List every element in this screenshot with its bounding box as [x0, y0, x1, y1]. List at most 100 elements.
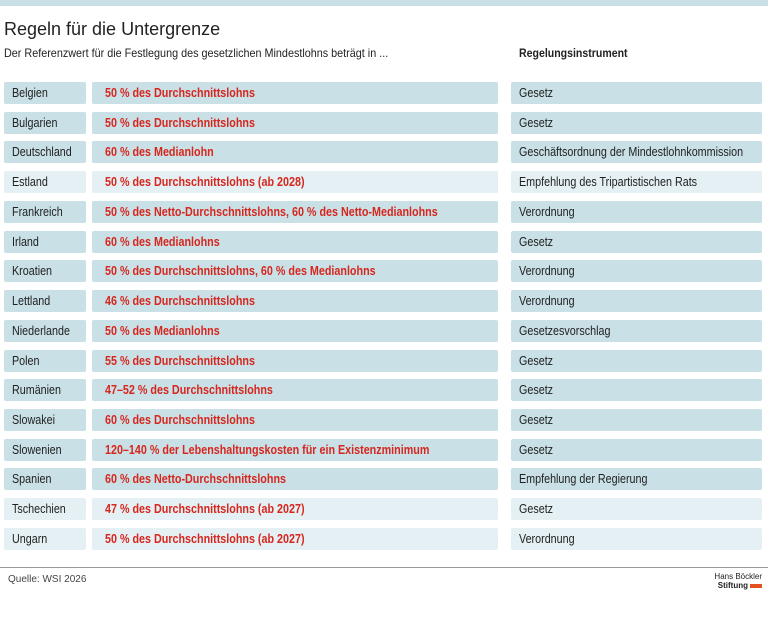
instrument-cell: Verordnung: [511, 290, 762, 313]
reference-cell-text: 60 % des Medianlohns: [105, 234, 220, 249]
reference-cell: 47–52 % des Durchschnittslohns: [92, 379, 498, 402]
reference-cell-text: 60 % des Netto-Durchschnittslohns: [105, 472, 286, 487]
reference-cell: 47 % des Durchschnittslohns (ab 2027): [92, 498, 498, 521]
instrument-cell: Gesetz: [511, 379, 762, 402]
reference-cell: 60 % des Medianlohn: [92, 141, 498, 164]
instrument-cell: Gesetz: [511, 409, 762, 432]
reference-cell-text: 46 % des Durchschnittslohns: [105, 294, 255, 309]
country-cell: Rumänien: [4, 379, 86, 402]
instrument-cell-text: Gesetz: [519, 502, 554, 517]
reference-cell: 50 % des Netto-Durchschnittslohns, 60 % …: [92, 200, 498, 223]
instrument-cell-text: Geschäftsordnung der Mindestlohnkommissi…: [519, 145, 744, 160]
country-cell: Slowakei: [4, 409, 86, 432]
country-cell-text: Bulgarien: [12, 115, 58, 130]
logo-bar: [750, 583, 762, 588]
instrument-cell-text: Verordnung: [519, 294, 575, 309]
instrument-cell-text: Gesetz: [519, 442, 554, 457]
country-cell-text: Belgien: [12, 86, 48, 100]
country-cell: Belgien: [4, 82, 86, 104]
reference-cell-text: 60 % des Medianlohn: [105, 145, 214, 160]
instrument-cell-text: Gesetzesvorschlag: [519, 323, 611, 338]
instrument-cell-text: Gesetz: [519, 353, 554, 368]
country-cell: Ungarn: [4, 527, 86, 550]
country-cell: Kroatien: [4, 260, 86, 283]
instrument-cell-text: Empfehlung des Tripartistischen Rats: [519, 175, 698, 190]
country-cell-text: Rumänien: [12, 383, 62, 398]
country-cell: Slowenien: [4, 438, 86, 461]
reference-cell: 60 % des Durchschnittslohns: [92, 409, 498, 432]
country-cell: Polen: [4, 349, 86, 372]
reference-cell: 50 % des Durchschnittslohns, 60 % des Me…: [92, 260, 498, 283]
country-cell: Spanien: [4, 468, 86, 491]
country-cell-text: Slowenien: [12, 442, 62, 457]
reference-cell: 50 % des Durchschnittslohns (ab 2028): [92, 171, 498, 194]
reference-cell: 50 % des Durchschnittslohns: [92, 82, 498, 104]
instrument-cell: Gesetz: [511, 230, 762, 253]
reference-cell: 50 % des Durchschnittslohns (ab 2027): [92, 527, 498, 550]
country-cell-text: Niederlande: [12, 323, 70, 338]
instrument-cell-text: Verordnung: [519, 204, 575, 219]
instrument-cell-text: Verordnung: [519, 264, 575, 279]
instrument-cell: Gesetz: [511, 438, 762, 461]
reference-cell-text: 50 % des Netto-Durchschnittslohns, 60 % …: [105, 204, 438, 219]
instrument-cell: Gesetzesvorschlag: [511, 319, 762, 342]
country-cell: Niederlande: [4, 319, 86, 342]
logo-line1: Hans Böckler: [714, 572, 762, 581]
reference-cell-text: 50 % des Medianlohns: [105, 323, 220, 338]
instrument-cell: Gesetz: [511, 498, 762, 521]
subtitle: Der Referenzwert für die Festlegung des …: [4, 46, 389, 60]
country-cell: Lettland: [4, 290, 86, 313]
country-cell-text: Kroatien: [12, 264, 53, 279]
instrument-cell-text: Gesetz: [519, 115, 554, 130]
reference-cell: 120–140 % der Lebenshaltungskosten für e…: [92, 438, 498, 461]
instrument-cell: Gesetz: [511, 349, 762, 372]
reference-cell-text: 50 % des Durchschnittslohns: [105, 86, 255, 100]
reference-cell: 50 % des Medianlohns: [92, 319, 498, 342]
reference-cell-text: 50 % des Durchschnittslohns: [105, 115, 255, 130]
instrument-cell: Gesetz: [511, 82, 762, 104]
reference-cell-text: 55 % des Durchschnittslohns: [105, 353, 255, 368]
instrument-cell-text: Gesetz: [519, 383, 554, 398]
column-header: Regelungsinstrument: [519, 46, 628, 60]
reference-cell-text: 50 % des Durchschnittslohns (ab 2028): [105, 175, 305, 190]
reference-cell: 60 % des Medianlohns: [92, 230, 498, 253]
country-cell-text: Frankreich: [12, 204, 63, 219]
instrument-cell: Verordnung: [511, 260, 762, 283]
source: Quelle: WSI 2026: [8, 574, 87, 585]
reference-cell-text: 50 % des Durchschnittslohns, 60 % des Me…: [105, 264, 376, 279]
instrument-cell: Empfehlung des Tripartistischen Rats: [511, 171, 762, 194]
logo-line2: Stiftung: [714, 581, 762, 590]
country-cell: Irland: [4, 230, 86, 253]
instrument-cell-text: Verordnung: [519, 531, 575, 546]
instrument-cell: Geschäftsordnung der Mindestlohnkommissi…: [511, 141, 762, 164]
reference-cell: 50 % des Durchschnittslohns: [92, 111, 498, 134]
top-bar: [0, 0, 768, 6]
reference-cell: 55 % des Durchschnittslohns: [92, 349, 498, 372]
footer-rule: [0, 567, 768, 568]
instrument-cell-text: Empfehlung der Regierung: [519, 472, 648, 487]
instrument-cell-text: Gesetz: [519, 413, 554, 428]
reference-cell-text: 120–140 % der Lebenshaltungskosten für e…: [105, 442, 430, 457]
instrument-cell: Empfehlung der Regierung: [511, 468, 762, 491]
instrument-cell-text: Gesetz: [519, 234, 554, 249]
reference-cell-text: 47 % des Durchschnittslohns (ab 2027): [105, 502, 305, 517]
country-cell: Deutschland: [4, 141, 86, 164]
country-cell-text: Estland: [12, 175, 48, 190]
country-cell-text: Polen: [12, 353, 40, 368]
title: Regeln für die Untergrenze: [4, 19, 221, 39]
logo-line2-text: Stiftung: [717, 581, 748, 590]
instrument-cell-text: Gesetz: [519, 86, 554, 100]
country-cell-text: Irland: [12, 234, 39, 249]
reference-cell: 60 % des Netto-Durchschnittslohns: [92, 468, 498, 491]
country-cell: Bulgarien: [4, 111, 86, 134]
reference-cell: 46 % des Durchschnittslohns: [92, 290, 498, 313]
reference-cell-text: 47–52 % des Durchschnittslohns: [105, 383, 273, 398]
country-cell: Tschechien: [4, 498, 86, 521]
instrument-cell: Verordnung: [511, 527, 762, 550]
country-cell: Estland: [4, 171, 86, 194]
instrument-cell: Verordnung: [511, 200, 762, 223]
country-cell-text: Lettland: [12, 294, 51, 309]
country-cell-text: Deutschland: [12, 145, 72, 160]
logo: Hans Böckler Stiftung: [714, 572, 762, 590]
country-cell-text: Ungarn: [12, 531, 48, 546]
